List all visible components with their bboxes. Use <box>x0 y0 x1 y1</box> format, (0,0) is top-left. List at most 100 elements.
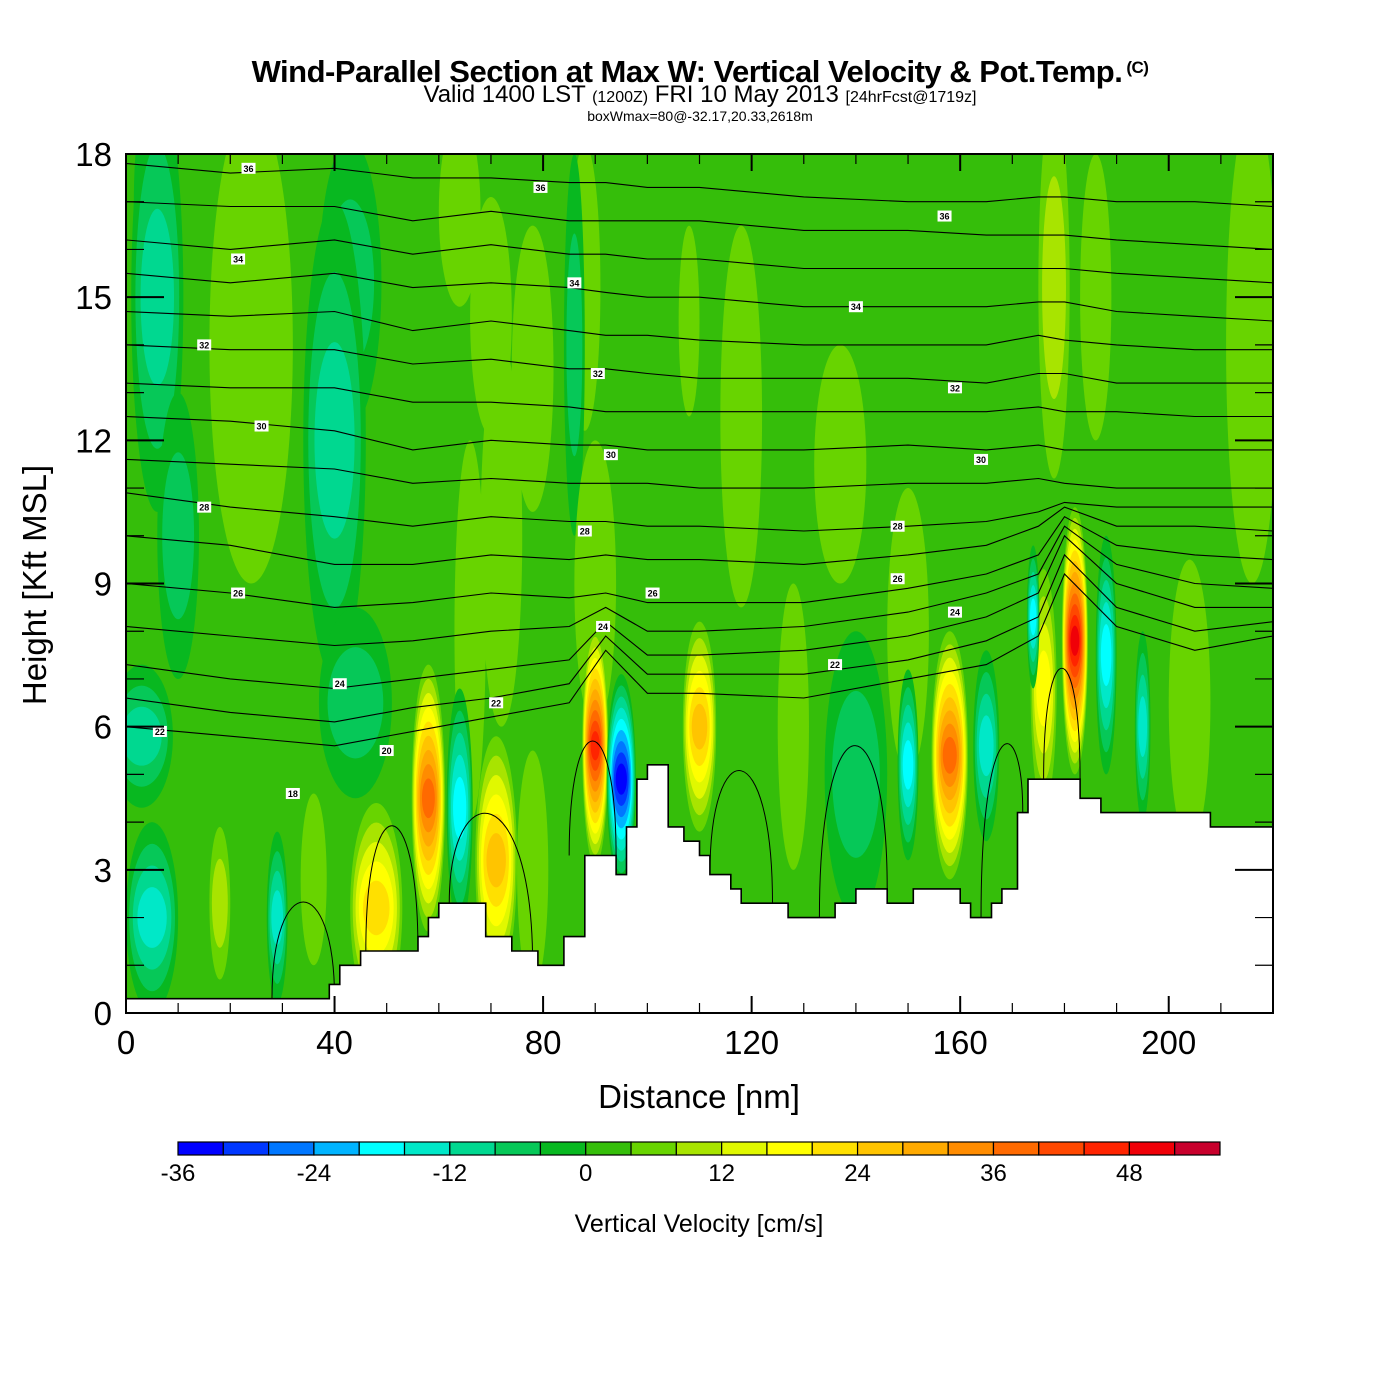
contour-label: 18 <box>285 787 300 799</box>
pot-temp-contour-33 <box>126 310 1273 351</box>
pot-temp-contour-loop <box>1043 668 1081 780</box>
velocity-band <box>517 750 549 990</box>
velocity-feature <box>157 392 199 679</box>
pot-temp-contour-25 <box>126 525 1273 647</box>
colorbar-tick-label: 0 <box>579 1160 592 1187</box>
velocity-feature <box>126 664 173 808</box>
copyright-mark: (C) <box>1126 58 1149 77</box>
chart-title: Wind-Parallel Section at Max W: Vertical… <box>0 50 1400 90</box>
contour-label: 24 <box>947 606 962 618</box>
velocity-band <box>211 858 228 948</box>
contour-label-box <box>567 277 582 289</box>
contour-label-box <box>645 587 660 599</box>
x-tick-label: 200 <box>1141 1024 1196 1061</box>
contour-label: 30 <box>974 453 989 465</box>
y-tick-label: 0 <box>94 995 112 1032</box>
colorbar-swatch <box>585 1141 632 1156</box>
contour-label-text: 26 <box>648 589 658 599</box>
velocity-feature <box>824 631 888 918</box>
velocity-feature <box>973 650 1000 842</box>
pot-temp-contour-24 <box>126 534 1273 690</box>
colorbar-tick-label: -36 <box>161 1160 196 1187</box>
colorbar-swatch <box>539 1141 587 1156</box>
colorbar-swatch <box>1128 1141 1176 1156</box>
velocity-band <box>566 233 583 457</box>
velocity-feature <box>720 225 763 608</box>
contour-label-box <box>285 787 300 799</box>
contour-label-text: 26 <box>893 574 903 584</box>
x-tick-label: 0 <box>117 1024 135 1061</box>
contour-label: 30 <box>254 420 269 432</box>
contour-label-text: 28 <box>199 503 209 513</box>
contour-label: 32 <box>947 382 962 394</box>
contour-label-text: 24 <box>950 608 960 618</box>
contour-label-text: 34 <box>851 302 861 312</box>
contour-label-text: 18 <box>288 789 298 799</box>
colorbar-swatch <box>856 1141 904 1156</box>
velocity-band <box>1042 176 1066 399</box>
colorbar-title: Vertical Velocity [cm/s] <box>575 1210 824 1238</box>
contour-label: 26 <box>645 587 660 599</box>
chart-title-text: Wind-Parallel Section at Max W: Vertical… <box>251 54 1123 89</box>
velocity-feature <box>574 440 617 727</box>
velocity-band <box>691 703 708 750</box>
forecast-info: [24hrFcst@1719z] <box>845 89 977 106</box>
terrain-profile <box>126 764 1273 1013</box>
contour-label-box <box>596 620 611 632</box>
colorbar-tick-label: 24 <box>844 1160 871 1187</box>
velocity-band <box>314 342 355 539</box>
contour-label-box <box>603 449 618 461</box>
contour-label: 28 <box>890 520 905 532</box>
velocity-feature <box>266 831 288 1004</box>
contour-label: 22 <box>828 659 843 671</box>
contour-label: 20 <box>379 745 394 757</box>
pot-temp-contour-23 <box>126 553 1273 723</box>
velocity-feature <box>887 488 929 775</box>
y-axis-title: Height [Kft MSL] <box>16 465 53 705</box>
contour-label: 30 <box>603 449 618 461</box>
contour-label-box <box>152 725 167 737</box>
colorbar-tick-label: 36 <box>980 1160 1007 1187</box>
velocity-feature <box>1134 631 1151 823</box>
contour-label-text: 24 <box>598 622 608 632</box>
velocity-band <box>902 740 914 790</box>
velocity-feature <box>678 225 700 417</box>
contour-label-box <box>947 606 962 618</box>
velocity-feature <box>411 664 446 932</box>
velocity-feature <box>511 225 554 512</box>
velocity-feature <box>300 793 327 966</box>
contour-label-text: 22 <box>155 727 165 737</box>
colorbar-swatch <box>177 1141 224 1156</box>
velocity-band <box>777 583 809 870</box>
contour-label-text: 28 <box>580 527 590 537</box>
velocity-feature <box>777 583 809 870</box>
contour-label-text: 22 <box>491 698 501 708</box>
contour-label-text: 32 <box>950 383 960 393</box>
box-wmax-info: boxWmax=80@-32.17,20.33,2618m <box>587 108 813 124</box>
velocity-band <box>1080 154 1112 441</box>
velocity-feature <box>1061 507 1088 775</box>
contour-label-box <box>590 368 605 380</box>
pot-temp-contour-36.5 <box>126 162 1273 208</box>
terrain <box>126 764 1273 1013</box>
pot-temp-contour-36 <box>126 201 1273 250</box>
pot-temp-contour-loop <box>365 825 419 951</box>
colorbar-swatch <box>1083 1141 1130 1156</box>
contour-label-text: 26 <box>233 589 243 599</box>
contour-label: 22 <box>489 697 504 709</box>
contour-label-text: 32 <box>199 340 209 350</box>
velocity-band <box>1168 559 1211 846</box>
valid-date: FRI 10 May 2013 <box>654 81 839 108</box>
colorbar-tick-label: 12 <box>708 1160 735 1187</box>
pot-temp-contour-loop <box>980 743 1024 918</box>
contour-label-box <box>533 181 548 193</box>
velocity-band <box>421 778 435 819</box>
contour-label: 28 <box>197 501 212 513</box>
velocity-feature <box>1080 154 1112 441</box>
contour-label-text: 36 <box>535 183 545 193</box>
colorbar-swatch <box>947 1141 995 1156</box>
y-tick-label: 15 <box>75 279 112 316</box>
colorbar-swatch <box>630 1141 677 1156</box>
contour-label-box <box>848 301 863 313</box>
